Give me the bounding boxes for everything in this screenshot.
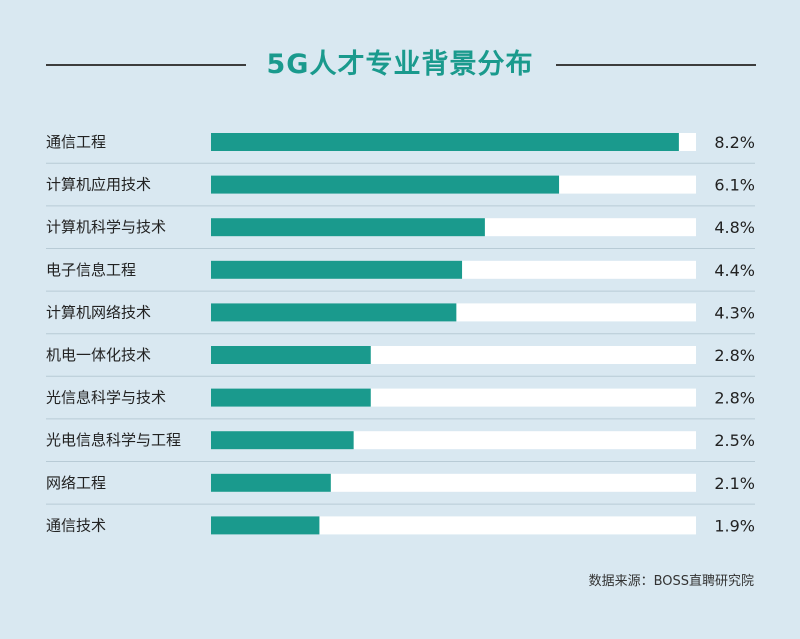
- category-label: 通信工程: [46, 133, 106, 151]
- data-source-note: 数据来源：BOSS直聘研究院: [588, 574, 754, 589]
- value-label: 8.2%: [714, 133, 755, 152]
- bar-track: [211, 516, 696, 535]
- value-label: 4.8%: [714, 218, 755, 237]
- category-label: 计算机应用技术: [46, 176, 151, 194]
- bar: [211, 516, 320, 535]
- chart-title: 5G人才专业背景分布: [266, 49, 534, 80]
- bar: [211, 133, 679, 151]
- bar: [211, 388, 371, 407]
- category-label: 网络工程: [46, 474, 106, 492]
- category-label: 计算机科学与技术: [46, 218, 166, 236]
- bar-track: [211, 473, 696, 492]
- bar: [211, 175, 560, 194]
- bar-chart: 通信工程 8.2% 计算机应用技术 6.1% 计算机科学与技术 4.8% 电子信息工程 4.4…: [46, 133, 755, 535]
- value-label: 4.3%: [714, 303, 755, 322]
- value-label: 2.5%: [714, 431, 755, 450]
- value-label: 2.8%: [714, 389, 755, 408]
- title-rule-left: [46, 64, 246, 66]
- value-label: 4.4%: [714, 261, 755, 280]
- bar: [211, 260, 463, 279]
- category-label: 电子信息工程: [46, 261, 136, 279]
- bar: [211, 218, 485, 237]
- title-row: 5G人才专业背景分布: [0, 38, 800, 88]
- value-label: 1.9%: [714, 516, 755, 535]
- title-rule-right: [556, 64, 756, 66]
- category-label: 计算机网络技术: [46, 303, 151, 321]
- bar: [211, 346, 371, 364]
- category-label: 光信息科学与技术: [46, 389, 166, 407]
- bar: [211, 431, 354, 450]
- category-label: 机电一体化技术: [46, 346, 151, 364]
- category-label: 通信技术: [46, 516, 106, 534]
- bar: [211, 473, 331, 492]
- value-label: 6.1%: [714, 176, 755, 195]
- bar: [211, 303, 457, 322]
- category-label: 光电信息科学与工程: [46, 431, 181, 449]
- value-label: 2.1%: [714, 474, 755, 493]
- value-label: 2.8%: [714, 346, 755, 365]
